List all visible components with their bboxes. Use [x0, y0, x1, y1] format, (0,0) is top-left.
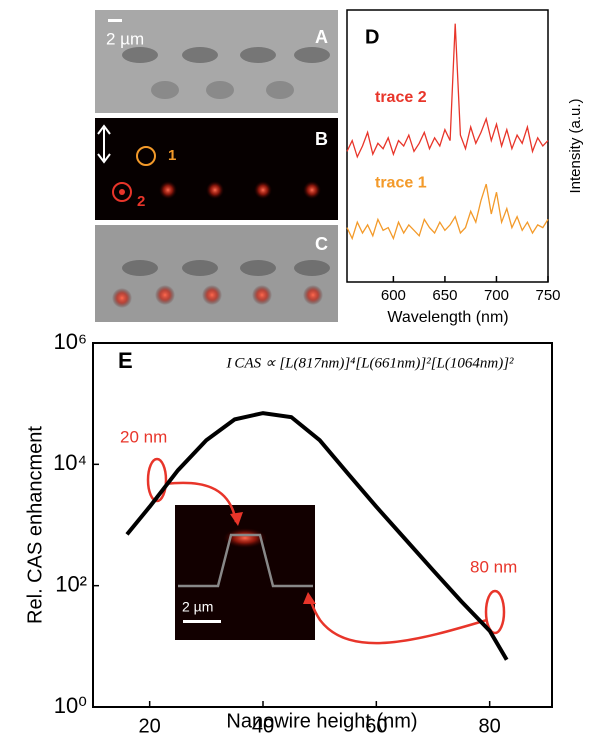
x-tick-label: 80 — [479, 715, 501, 737]
plot-frame — [346, 9, 549, 283]
image-b-spots — [159, 181, 321, 199]
highlight — [484, 589, 506, 635]
annotation: 20 nm — [120, 427, 167, 446]
marker-label: 1 — [168, 147, 176, 164]
panel-letter: C — [315, 234, 328, 254]
x-axis-title: Nanowire height (nm) — [226, 710, 417, 732]
inset-image — [175, 505, 315, 640]
inset-outline — [178, 533, 313, 588]
y-tick-label: 10⁴ — [53, 450, 87, 475]
panel-letter: E — [118, 348, 133, 373]
marker-2-dot — [119, 189, 125, 195]
x-tick-label: 20 — [139, 715, 161, 737]
polarization-arrow — [97, 124, 111, 164]
y-axis-title: Rel. CAS enhancment — [24, 426, 46, 624]
x-axis-title: Wavelength (nm) — [387, 309, 508, 326]
image-a-features — [122, 47, 330, 99]
arrow-head — [303, 592, 316, 604]
y-tick-label: 10⁶ — [53, 329, 87, 354]
arrow-head — [230, 512, 243, 526]
x-tick-label: 60 — [365, 715, 387, 737]
data-line — [346, 183, 549, 241]
scale-label: 2 µm — [182, 599, 213, 615]
plot-frame — [92, 342, 553, 708]
panel-letter: A — [315, 27, 328, 47]
arrow — [164, 481, 238, 523]
inset-glow — [223, 528, 267, 548]
x-tick-label: 40 — [252, 715, 274, 737]
marker-2 — [112, 182, 132, 202]
x-tick-label: 600 — [381, 287, 406, 304]
panel-letter: D — [365, 26, 379, 48]
formula: I CAS ∝ [L(817nm)]⁴[L(661nm)]²[L(1064nm)… — [225, 355, 514, 371]
scale-bar — [108, 19, 122, 22]
y-tick-label: 10² — [55, 571, 87, 596]
image-c-features — [122, 260, 330, 276]
scale-label: 2 µm — [106, 29, 144, 48]
x-tick-label: 700 — [484, 287, 509, 304]
x-tick-label: 650 — [432, 287, 457, 304]
series-label: trace 1 — [375, 175, 427, 192]
arrow — [308, 599, 488, 645]
annotation: 80 nm — [470, 557, 517, 576]
image-c-spots — [112, 285, 323, 308]
y-axis-title: Intensity (a.u.) — [567, 98, 584, 193]
x-tick-label: 750 — [535, 287, 560, 304]
image-b — [95, 118, 338, 220]
series-label: trace 2 — [375, 89, 427, 106]
marker-1 — [136, 146, 156, 166]
panel-letter: B — [315, 129, 328, 149]
y-tick-label: 10⁰ — [54, 693, 87, 718]
scale-bar — [183, 620, 221, 623]
data-line — [346, 23, 549, 159]
data-line — [125, 411, 509, 661]
highlight — [146, 457, 168, 503]
marker-label: 2 — [137, 193, 145, 210]
